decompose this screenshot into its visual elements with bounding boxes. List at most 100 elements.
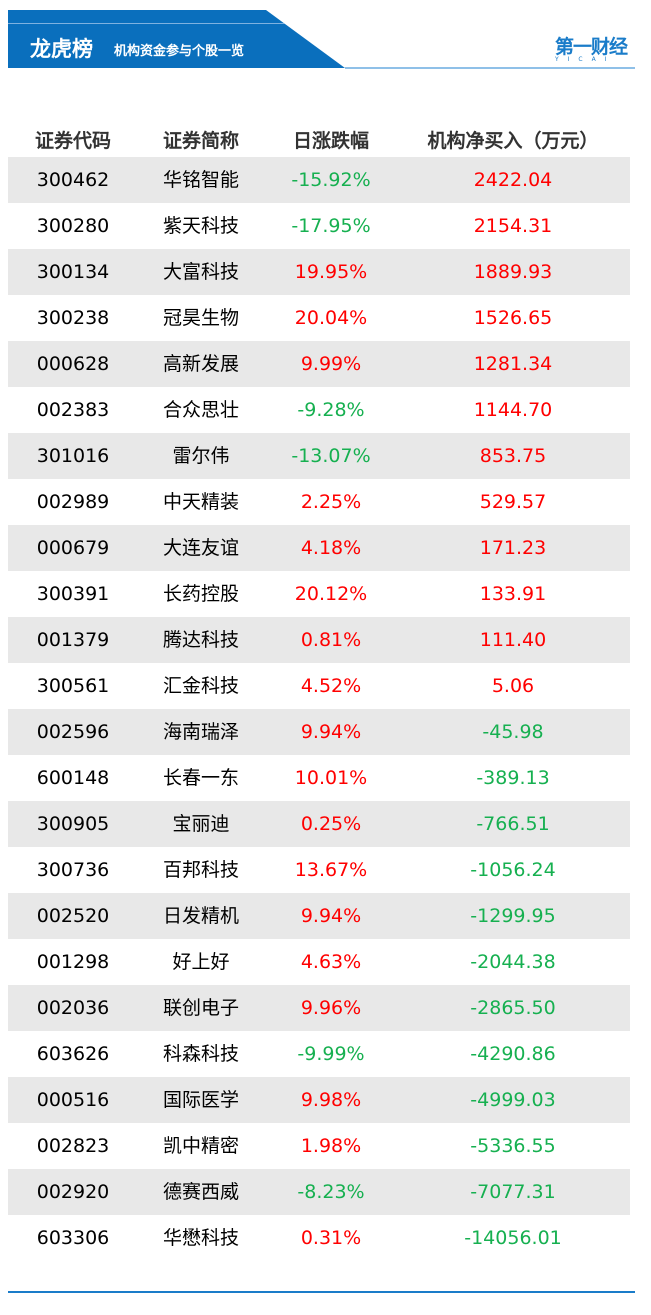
cell-net-buy: 2422.04 [473, 169, 553, 191]
cell-change: 20.12% [294, 583, 368, 605]
table-row: 300736 百邦科技 13.67% -1056.24 [8, 847, 630, 893]
cell-net-buy: -7077.31 [470, 1181, 556, 1203]
table-row: 001298 好上好 4.63% -2044.38 [8, 939, 630, 985]
cell-name: 腾达科技 [162, 629, 239, 651]
cell-code: 300280 [36, 215, 110, 237]
footer-rule [8, 1291, 635, 1293]
table-row: 300561 汇金科技 4.52% 5.06 [8, 663, 630, 709]
cell-name: 冠昊生物 [162, 307, 239, 329]
cell-name: 国际医学 [162, 1089, 239, 1111]
cell-name: 汇金科技 [162, 675, 239, 697]
cell-code: 300238 [36, 307, 110, 329]
cell-change: 0.25% [300, 813, 362, 835]
cell-change: -9.99% [297, 1043, 365, 1065]
cell-code: 300391 [36, 583, 110, 605]
table-row: 000628 高新发展 9.99% 1281.34 [8, 341, 630, 387]
cell-net-buy: 1889.93 [473, 261, 553, 283]
table-row: 002383 合众思壮 -9.28% 1144.70 [8, 387, 630, 433]
cell-name: 百邦科技 [162, 859, 239, 881]
cell-name: 大富科技 [162, 261, 239, 283]
cell-change: 10.01% [294, 767, 368, 789]
table-row: 300391 长药控股 20.12% 133.91 [8, 571, 630, 617]
table-header: 证券代码 证券简称 日涨跌幅 机构净买入（万元） [8, 126, 630, 156]
cell-net-buy: -1299.95 [470, 905, 556, 927]
table-row: 300462 华铭智能 -15.92% 2422.04 [8, 157, 630, 203]
page-title: 龙虎榜 [30, 37, 93, 61]
cell-code: 002989 [36, 491, 110, 513]
cell-code: 301016 [36, 445, 110, 467]
table-row: 002596 海南瑞泽 9.94% -45.98 [8, 709, 630, 755]
cell-net-buy: 853.75 [479, 445, 547, 467]
cell-code: 002383 [36, 399, 110, 421]
cell-name: 日发精机 [162, 905, 239, 927]
table-row: 603626 科森科技 -9.99% -4290.86 [8, 1031, 630, 1077]
cell-name: 联创电子 [162, 997, 239, 1019]
cell-net-buy: -4290.86 [470, 1043, 556, 1065]
cell-name: 高新发展 [162, 353, 239, 375]
cell-change: 2.25% [300, 491, 362, 513]
cell-code: 000516 [36, 1089, 110, 1111]
table-row: 001379 腾达科技 0.81% 111.40 [8, 617, 630, 663]
table-row: 300905 宝丽迪 0.25% -766.51 [8, 801, 630, 847]
cell-code: 300736 [36, 859, 110, 881]
cell-net-buy: -2865.50 [470, 997, 556, 1019]
cell-name: 长春一东 [162, 767, 239, 789]
cell-name: 大连友谊 [162, 537, 239, 559]
cell-name: 海南瑞泽 [162, 721, 239, 743]
cell-net-buy: -5336.55 [470, 1135, 556, 1157]
cell-change: 20.04% [294, 307, 368, 329]
table-row: 002036 联创电子 9.96% -2865.50 [8, 985, 630, 1031]
col-code: 证券代码 [34, 130, 111, 152]
cell-net-buy: 1144.70 [473, 399, 553, 421]
cell-code: 603626 [36, 1043, 110, 1065]
cell-name: 华铭智能 [162, 169, 239, 191]
cell-net-buy: 2154.31 [473, 215, 553, 237]
cell-net-buy: -1056.24 [470, 859, 556, 881]
cell-change: -15.92% [291, 169, 371, 191]
cell-code: 002520 [36, 905, 110, 927]
cell-code: 002036 [36, 997, 110, 1019]
cell-change: -9.28% [297, 399, 365, 421]
cell-net-buy: 1281.34 [473, 353, 553, 375]
cell-code: 002596 [36, 721, 110, 743]
cell-name: 宝丽迪 [172, 813, 230, 835]
table-row: 603306 华懋科技 0.31% -14056.01 [8, 1215, 630, 1261]
cell-change: 9.96% [300, 997, 362, 1019]
cell-name: 好上好 [172, 951, 230, 973]
cell-name: 合众思壮 [162, 399, 239, 421]
cell-code: 002920 [36, 1181, 110, 1203]
table-row: 002989 中天精装 2.25% 529.57 [8, 479, 630, 525]
cell-code: 603306 [36, 1227, 110, 1249]
cell-net-buy: -389.13 [476, 767, 550, 789]
cell-change: 9.98% [300, 1089, 362, 1111]
cell-change: 9.99% [300, 353, 362, 375]
cell-net-buy: 111.40 [479, 629, 547, 651]
cell-net-buy: -45.98 [482, 721, 544, 743]
cell-code: 001379 [36, 629, 110, 651]
cell-change: -13.07% [291, 445, 371, 467]
cell-net-buy: -14056.01 [464, 1227, 562, 1249]
cell-net-buy: 171.23 [479, 537, 547, 559]
cell-code: 600148 [36, 767, 110, 789]
cell-name: 紫天科技 [162, 215, 239, 237]
cell-name: 德赛西威 [162, 1181, 239, 1203]
table-row: 000679 大连友谊 4.18% 171.23 [8, 525, 630, 571]
table-row: 002520 日发精机 9.94% -1299.95 [8, 893, 630, 939]
cell-change: 4.52% [300, 675, 362, 697]
col-name: 证券简称 [162, 130, 239, 152]
col-net-buy: 机构净买入（万元） [427, 130, 599, 152]
cell-code: 300462 [36, 169, 110, 191]
table-row: 301016 雷尔伟 -13.07% 853.75 [8, 433, 630, 479]
cell-change: 4.18% [300, 537, 362, 559]
cell-net-buy: 1526.65 [473, 307, 553, 329]
cell-net-buy: -2044.38 [470, 951, 556, 973]
cell-net-buy: -4999.03 [470, 1089, 556, 1111]
page-subtitle: 机构资金参与个股一览 [114, 44, 245, 59]
cell-name: 雷尔伟 [172, 445, 230, 467]
cell-change: 19.95% [294, 261, 368, 283]
yicai-logo: 第一财经 YICAI [555, 36, 628, 63]
cell-name: 中天精装 [162, 491, 239, 513]
header-rule [345, 67, 635, 69]
cell-change: 1.98% [300, 1135, 362, 1157]
cell-change: 9.94% [300, 905, 362, 927]
